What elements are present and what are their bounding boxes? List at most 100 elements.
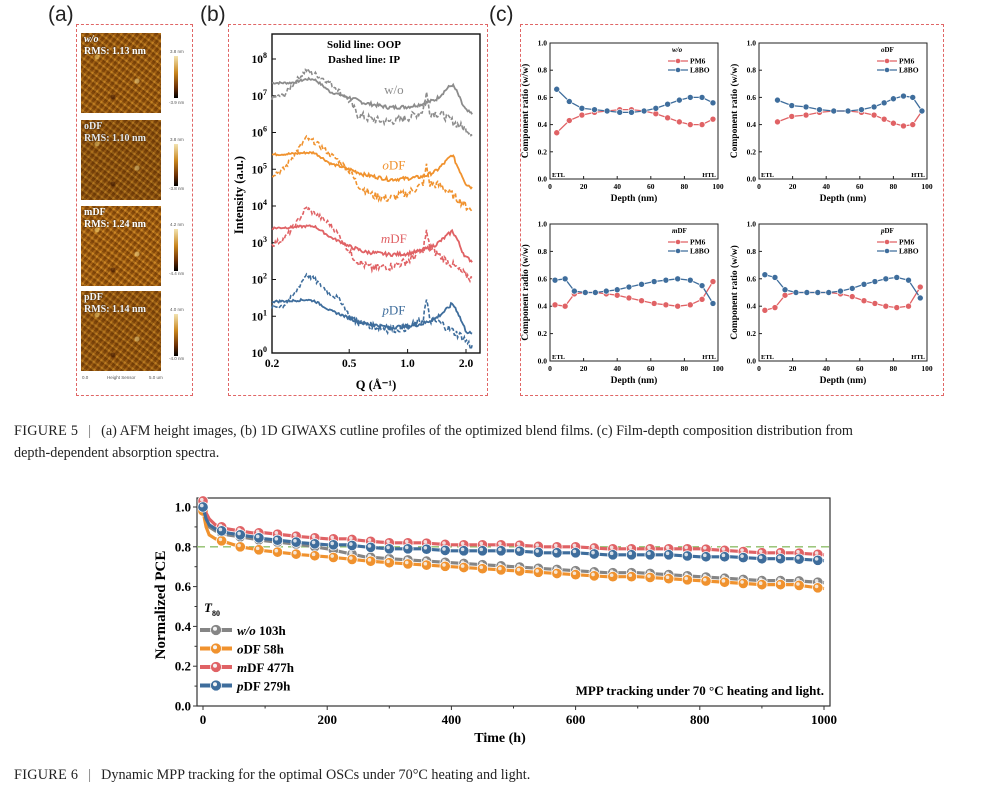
mpp-marker-highlight — [293, 532, 297, 537]
mpp-marker-highlight — [553, 543, 558, 548]
x-tick-label: 80 — [890, 364, 898, 373]
data-point-pm6 — [613, 291, 621, 299]
mpp-marker-odf — [271, 546, 284, 558]
mpp-marker-highlight — [814, 579, 819, 583]
colorbar-max-label: 3.8 nm — [170, 137, 184, 142]
mpp-marker-pdf — [383, 543, 395, 555]
legend-label: L8BO — [899, 66, 919, 75]
legend-marker — [884, 239, 890, 245]
mpp-marker-pdf — [197, 501, 209, 513]
data-point-pm6 — [761, 307, 769, 314]
mpp-marker-highlight — [740, 554, 744, 558]
htl-label: HTL — [702, 354, 716, 361]
y-tick-label: 101 — [252, 308, 268, 323]
y-tick-label: 0.2 — [747, 329, 757, 338]
y-tick-label: 0.4 — [175, 619, 192, 634]
mpp-marker-highlight — [442, 547, 446, 551]
mpp-marker-odf — [476, 563, 488, 575]
y-tick-label: 0.4 — [538, 302, 548, 311]
sample-label: mDF — [672, 227, 687, 235]
mpp-marker-highlight — [647, 545, 651, 550]
data-point-l8bo — [909, 94, 917, 101]
panel-label-b: (b) — [200, 3, 226, 26]
giwaxs-y-axis-label: Intensity (a.u.) — [232, 156, 246, 234]
data-point-l8bo — [571, 287, 578, 295]
mpp-marker-highlight — [218, 527, 223, 532]
y-tick-label: 0.2 — [538, 147, 548, 156]
mpp-marker-highlight — [404, 545, 409, 550]
mpp-marker-odf — [681, 574, 693, 586]
mpp-marker-odf — [439, 560, 451, 572]
data-point-l8bo — [603, 107, 611, 115]
mpp-marker-highlight — [330, 541, 335, 546]
data-point-pm6 — [781, 291, 789, 299]
scale-bar-end: 5.0 um — [149, 375, 163, 380]
afm-image-pdf: pDF RMS: 1.14 nm — [81, 291, 161, 371]
y-axis-label: Component ratio (w/w) — [729, 64, 740, 158]
mpp-marker-highlight — [386, 539, 390, 544]
y-tick-label: 107 — [252, 88, 268, 103]
mpp-marker-highlight — [628, 573, 633, 578]
legend-label: pDF 279h — [236, 679, 291, 694]
data-point-l8bo — [880, 99, 888, 107]
plot-frame — [758, 42, 928, 180]
data-point-pm6 — [890, 119, 897, 127]
data-point-l8bo — [830, 107, 838, 115]
mpp-marker-highlight — [684, 545, 688, 550]
x-tick-label: 60 — [647, 364, 655, 373]
mpp-marker-odf — [663, 573, 675, 585]
data-point-l8bo — [650, 278, 658, 285]
data-point-l8bo — [638, 280, 645, 288]
x-tick-label: 80 — [681, 364, 689, 373]
mpp-marker-highlight — [274, 548, 279, 553]
mpp-marker-pdf — [271, 534, 284, 546]
x-axis-label: Depth (nm) — [820, 193, 867, 204]
colorbar-min-label: -4.4 nm — [169, 271, 185, 276]
x-tick-label: 100 — [712, 364, 724, 373]
mpp-marker-pdf — [774, 553, 787, 565]
data-point-pm6 — [709, 278, 717, 285]
mpp-marker-highlight — [237, 543, 241, 548]
mpp-marker-pdf — [663, 549, 675, 561]
scale-bar-start: 0.0 — [82, 375, 89, 380]
mpp-marker-highlight — [404, 560, 409, 565]
mpp-marker-highlight — [330, 554, 335, 558]
figure-5-caption-text-2: depth-dependent absorption spectra. — [14, 445, 220, 461]
y-tick-label: 103 — [252, 235, 268, 250]
data-point-l8bo — [890, 95, 897, 103]
data-point-pm6 — [882, 302, 890, 310]
mpp-marker-odf — [793, 579, 805, 591]
x-tick-label: 40 — [822, 364, 830, 373]
data-point-l8bo — [592, 289, 599, 296]
mpp-marker-highlight — [516, 567, 521, 572]
data-point-l8bo — [893, 274, 901, 281]
y-axis-label: Component ratio (w/w) — [520, 64, 531, 158]
mpp-marker-pdf — [458, 545, 470, 557]
mpp-marker-highlight — [293, 538, 297, 543]
data-point-l8bo — [709, 99, 717, 107]
data-point-l8bo — [602, 287, 610, 295]
y-tick-label: 0.4 — [747, 120, 757, 129]
afm-image-odf: oDF RMS: 1.10 nm — [81, 120, 161, 200]
x-tick-label: 800 — [690, 712, 710, 727]
mpp-marker-highlight — [572, 571, 577, 576]
data-point-l8bo — [788, 102, 796, 109]
data-point-pm6 — [638, 297, 645, 305]
mpp-marker-pdf — [756, 553, 768, 565]
x-tick-label: 0 — [548, 182, 552, 191]
htl-label: HTL — [911, 354, 925, 361]
colorbar-min-label: -3.9 nm — [169, 100, 185, 105]
data-point-l8bo — [858, 106, 865, 113]
y-tick-label: 100 — [252, 345, 268, 360]
legend-label: oDF 58h — [237, 642, 285, 657]
data-point-l8bo — [771, 274, 779, 281]
plot-frame — [549, 223, 719, 362]
mpp-marker-highlight — [498, 547, 502, 552]
mpp-marker-highlight — [498, 566, 502, 571]
mpp-marker-highlight — [516, 547, 521, 552]
data-point-pm6 — [905, 302, 912, 310]
mpp-marker-odf — [514, 565, 526, 577]
data-point-l8bo — [625, 283, 633, 291]
figure-6-caption: FIGURE 6 | Dynamic MPP tracking for the op… — [14, 764, 530, 786]
mpp-marker-odf — [365, 555, 377, 567]
